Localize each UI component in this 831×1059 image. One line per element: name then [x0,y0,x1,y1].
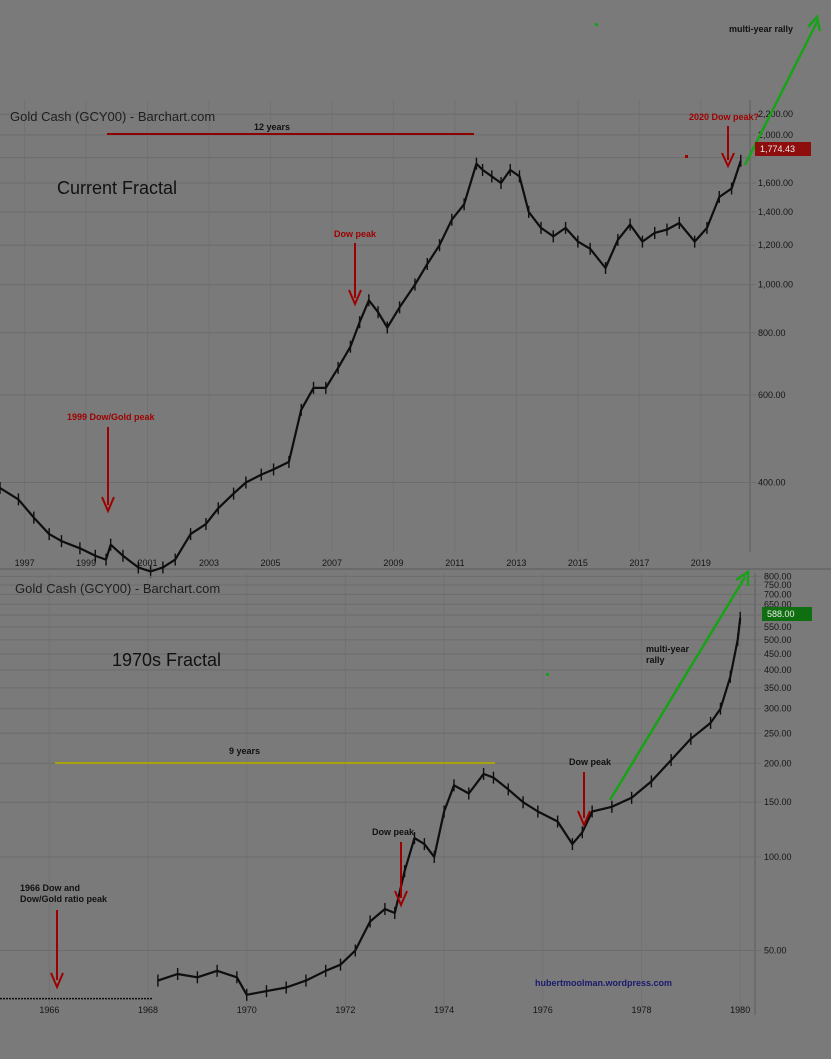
dow-peak-1976-arrow-head [577,810,591,828]
top-y-tick-label: 2,200.00 [758,109,793,119]
bot-y-tick-label: 700.00 [764,589,792,599]
top-x-tick-label: 2011 [445,558,464,568]
bot-y-tick-label: 750.00 [764,580,792,590]
top-dow-peak-arrow-head [348,289,362,307]
bot-y-tick-label: 450.00 [764,649,792,659]
top-y-tick-label: 800.00 [758,328,786,338]
bot-y-tick-label: 350.00 [764,683,792,693]
top-x-tick-label: 2001 [138,558,158,568]
bot-x-tick-label: 1980 [730,1005,750,1015]
top-x-tick-label: 2009 [383,558,403,568]
top-x-tick-label: 2007 [322,558,342,568]
bot-x-tick-label: 1966 [39,1005,59,1015]
bot-y-tick-label: 650.00 [764,599,792,609]
top-y-tick-label: 2,000.00 [758,130,793,140]
bot-x-tick-label: 1970 [237,1005,257,1015]
dow-peak-2020-arrow-head [721,152,735,169]
bot-y-tick-label: 300.00 [764,704,792,714]
bot-y-tick-label: 50.00 [764,945,787,955]
nine-years-label: 9 years [229,746,260,756]
top-x-tick-label: 2015 [568,558,588,568]
bot-y-tick-label: 400.00 [764,665,792,675]
top-price-series [0,154,742,578]
top-y-tick-label: 400.00 [758,478,786,488]
top-chart-title: Gold Cash (GCY00) - Barchart.com [10,109,215,124]
top-y-tick-label: 1,600.00 [758,178,793,188]
bottom-rally-label: rally [646,655,665,665]
bottom-gridlines [0,573,761,1015]
top-y-tick-label: 1,000.00 [758,280,793,290]
twelve-years-label: 12 years [254,122,290,132]
bottom-last-price-tag [762,607,812,621]
bottom-chart-title: Gold Cash (GCY00) - Barchart.com [15,581,220,596]
top-multi-year-rally-label: multi-year rally [729,24,793,34]
bot-y-tick-label: 100.00 [764,852,792,862]
red-dot-marker [685,155,688,158]
top-last-price-value: 1,774.43 [760,144,795,154]
top-y-tick-label: 1,200.00 [758,240,793,250]
bottom-price-series [0,611,742,1001]
top-rally-arrow-head [807,14,822,32]
bot-x-tick-label: 1972 [335,1005,355,1015]
top-x-tick-label: 2013 [506,558,526,568]
top-x-tick-label: 1997 [15,558,35,568]
bottom-green-dot [546,673,549,676]
bottom-dow-peak-1976-label: Dow peak [569,757,612,767]
bot-y-tick-label: 150.00 [764,797,792,807]
top-y-axis: 400.00 600.00 800.00 1,000.00 1,200.00 1,400.… [758,109,793,487]
bottom-last-price-value: 588.00 [767,609,795,619]
top-x-tick-label: 2017 [629,558,649,568]
dow-gold-peak-1999-arrow-head [101,496,115,514]
seventies-fractal-label: 1970s Fractal [112,650,221,670]
bottom-rally-arrow-shaft [608,576,747,801]
1970s-fractal-panel: 50.00 100.00 150.00 200.00 250.00 300.00 350.0… [0,569,812,1015]
bot-y-tick-label: 200.00 [764,758,792,768]
dow-1966-label-line2: Dow/Gold ratio peak [20,894,108,904]
green-dot-marker [595,23,598,26]
current-fractal-label: Current Fractal [57,178,177,198]
top-y-tick-label: 600.00 [758,390,786,400]
bottom-x-axis: 1966 1968 1970 1972 1974 1976 1978 1980 [39,1005,750,1015]
dow-1966-arrow-head [50,972,64,990]
bottom-rally-arrow-head [735,569,750,586]
bottom-dow-peak-1973-label: Dow peak [372,827,415,837]
dow-peak-1973-arrow-head [394,890,408,908]
top-x-tick-label: 1999 [76,558,96,568]
bot-y-tick-label: 800.00 [764,571,792,581]
bot-x-tick-label: 1974 [434,1005,454,1015]
bot-x-tick-label: 1976 [533,1005,553,1015]
watermark-url: hubertmoolman.wordpress.com [535,978,672,988]
bot-x-tick-label: 1978 [631,1005,651,1015]
top-x-tick-label: 2019 [691,558,711,568]
dow-gold-peak-1999-label: 1999 Dow/Gold peak [67,412,156,422]
bot-x-tick-label: 1968 [138,1005,158,1015]
top-rally-arrow-shaft [743,21,819,166]
bot-y-tick-label: 500.00 [764,635,792,645]
bot-y-tick-label: 250.00 [764,728,792,738]
bottom-multi-year-label: multi-year [646,644,690,654]
dow-1966-label-line1: 1966 Dow and [20,883,80,893]
current-fractal-panel: 400.00 600.00 800.00 1,000.00 1,200.00 1,400.… [0,14,831,578]
top-last-price-tag [755,142,811,156]
top-dow-peak-label: Dow peak [334,229,377,239]
dow-peak-2020-label: 2020 Dow peak? [689,112,759,122]
top-x-tick-label: 2003 [199,558,219,568]
top-y-tick-label: 1,400.00 [758,207,793,217]
top-x-axis: 1997 1999 2001 2003 2005 2007 2009 2011 2013 2015… [15,558,711,568]
bot-y-tick-label: 550.00 [764,622,792,632]
top-x-tick-label: 2005 [260,558,280,568]
